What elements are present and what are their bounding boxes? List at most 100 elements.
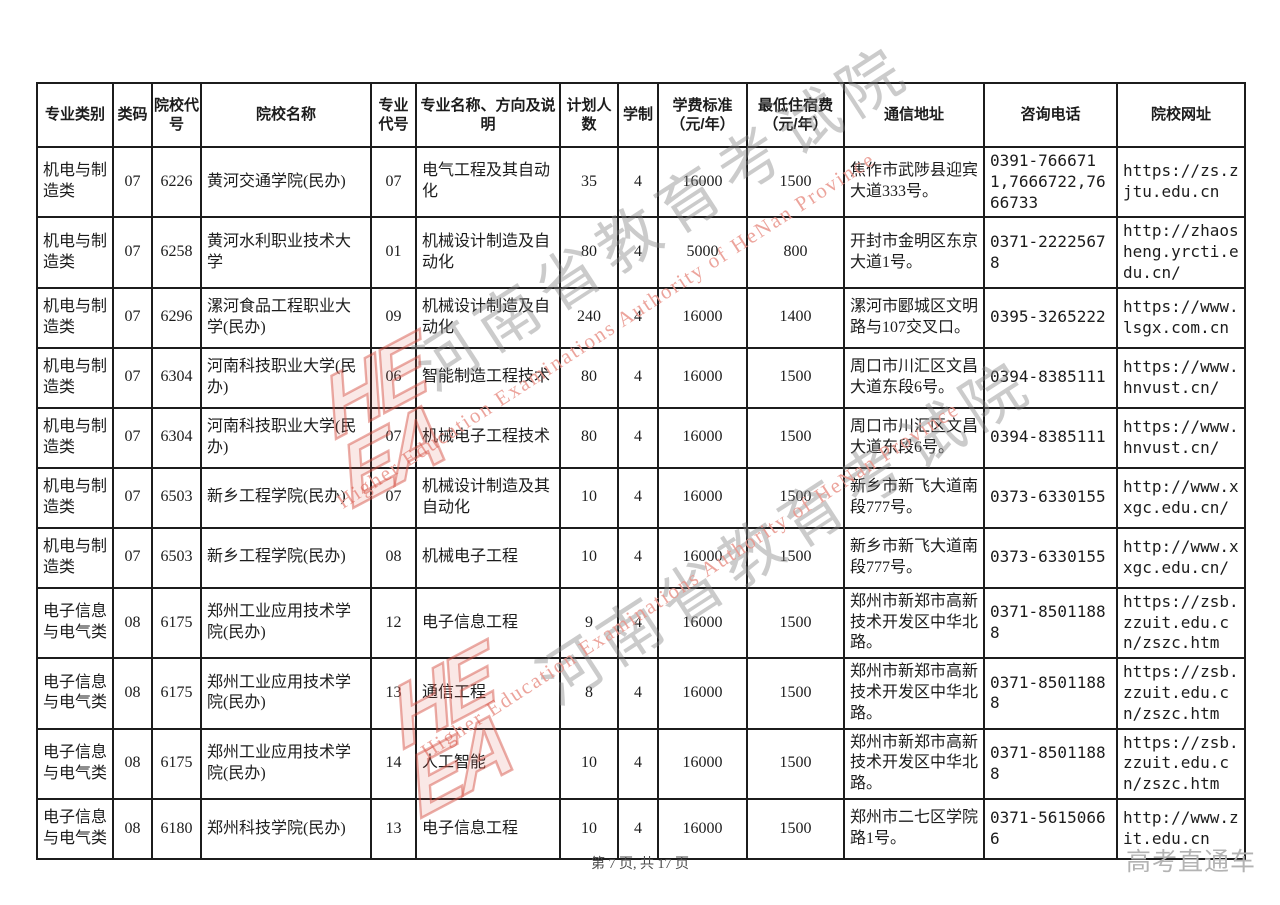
table-row: 电子信息与电气类 08 6175 郑州工业应用技术学院(民办) 12 电子信息工…: [36, 586, 1246, 660]
cell-school-name: 河南科技职业大学(民办): [200, 406, 372, 469]
page-number: 第 7 页, 共 17 页: [591, 857, 689, 872]
cell-category-code: 07: [112, 286, 153, 349]
cell-phone: 0373-6330155: [983, 466, 1118, 529]
col-header-years: 学制: [617, 82, 659, 148]
cell-years: 4: [617, 216, 659, 289]
cell-dorm-fee: 1500: [746, 145, 845, 219]
cell-school-name: 河南科技职业大学(民办): [200, 346, 372, 409]
col-header-category-code: 类码: [112, 82, 153, 148]
col-header-tuition: 学费标准（元/年）: [657, 82, 748, 148]
cell-plan-count: 240: [559, 286, 619, 349]
cell-dorm-fee: 1500: [746, 657, 845, 730]
cell-major-name: 机械电子工程: [415, 526, 561, 589]
table-row: 机电与制造类 07 6304 河南科技职业大学(民办) 06 智能制造工程技术 …: [36, 346, 1246, 409]
cell-website: http://www.xxgc.edu.cn/: [1116, 466, 1246, 529]
cell-school-code: 6175: [151, 727, 202, 800]
cell-tuition: 16000: [657, 466, 748, 529]
cell-major-code: 09: [370, 286, 417, 349]
cell-major-code: 13: [370, 797, 417, 860]
cell-tuition: 16000: [657, 346, 748, 409]
cell-school-code: 6304: [151, 346, 202, 409]
table-row: 机电与制造类 07 6258 黄河水利职业技术大学 01 机械设计制造及自动化 …: [36, 216, 1246, 289]
cell-plan-count: 80: [559, 406, 619, 469]
cell-school-name: 黄河交通学院(民办): [200, 145, 372, 219]
col-header-major-code: 专业代号: [370, 82, 417, 148]
cell-dorm-fee: 1500: [746, 466, 845, 529]
cell-category-code: 08: [112, 797, 153, 860]
cell-phone: 0394-8385111: [983, 346, 1118, 409]
cell-plan-count: 35: [559, 145, 619, 219]
cell-website: https://zsb.zzuit.edu.cn/zszc.htm: [1116, 657, 1246, 730]
cell-plan-count: 10: [559, 727, 619, 800]
cell-category: 机电与制造类: [36, 286, 114, 349]
cell-category: 电子信息与电气类: [36, 797, 114, 860]
cell-school-name: 新乡工程学院(民办): [200, 466, 372, 529]
cell-tuition: 16000: [657, 586, 748, 660]
cell-category: 机电与制造类: [36, 526, 114, 589]
cell-website: http://zhaosheng.yrcti.edu.cn/: [1116, 216, 1246, 289]
cell-tuition: 16000: [657, 657, 748, 730]
cell-years: 4: [617, 286, 659, 349]
cell-category-code: 08: [112, 657, 153, 730]
cell-phone: 0373-6330155: [983, 526, 1118, 589]
cell-major-name: 电气工程及其自动化: [415, 145, 561, 219]
cell-address: 周口市川汇区文昌大道东段6号。: [843, 346, 985, 409]
cell-tuition: 16000: [657, 526, 748, 589]
cell-major-name: 机械设计制造及其自动化: [415, 466, 561, 529]
cell-tuition: 16000: [657, 727, 748, 800]
cell-school-code: 6503: [151, 466, 202, 529]
col-header-website: 院校网址: [1116, 82, 1246, 148]
col-header-category: 专业类别: [36, 82, 114, 148]
cell-school-code: 6180: [151, 797, 202, 860]
cell-category: 机电与制造类: [36, 346, 114, 409]
cell-phone: 0371-85011888: [983, 657, 1118, 730]
cell-address: 郑州市二七区学院路1号。: [843, 797, 985, 860]
table-row: 电子信息与电气类 08 6180 郑州科技学院(民办) 13 电子信息工程 10…: [36, 797, 1246, 860]
cell-plan-count: 80: [559, 346, 619, 409]
cell-address: 郑州市新郑市高新技术开发区中华北路。: [843, 586, 985, 660]
cell-major-name: 电子信息工程: [415, 797, 561, 860]
cell-website: https://zs.zjtu.edu.cn: [1116, 145, 1246, 219]
table-row: 电子信息与电气类 08 6175 郑州工业应用技术学院(民办) 13 通信工程 …: [36, 657, 1246, 730]
cell-major-name: 电子信息工程: [415, 586, 561, 660]
cell-category: 机电与制造类: [36, 466, 114, 529]
cell-years: 4: [617, 657, 659, 730]
cell-tuition: 16000: [657, 145, 748, 219]
cell-major-code: 13: [370, 657, 417, 730]
cell-category-code: 07: [112, 346, 153, 409]
cell-major-code: 07: [370, 145, 417, 219]
cell-major-code: 12: [370, 586, 417, 660]
cell-phone: 0391-7666711,7666722,7666733: [983, 145, 1118, 219]
cell-plan-count: 10: [559, 526, 619, 589]
cell-website: http://www.xxgc.edu.cn/: [1116, 526, 1246, 589]
cell-plan-count: 10: [559, 466, 619, 529]
col-header-major-name: 专业名称、方向及说明: [415, 82, 561, 148]
cell-category-code: 07: [112, 145, 153, 219]
cell-category: 机电与制造类: [36, 216, 114, 289]
cell-major-name: 机械设计制造及自动化: [415, 286, 561, 349]
cell-school-code: 6175: [151, 586, 202, 660]
cell-school-code: 6304: [151, 406, 202, 469]
cell-dorm-fee: 1500: [746, 346, 845, 409]
admissions-plan-table: 专业类别 类码 院校代号 院校名称 专业代号 专业名称、方向及说明 计划人数 学…: [36, 82, 1246, 860]
cell-address: 新乡市新飞大道南段777号。: [843, 466, 985, 529]
cell-category-code: 08: [112, 586, 153, 660]
cell-phone: 0394-8385111: [983, 406, 1118, 469]
cell-school-name: 郑州科技学院(民办): [200, 797, 372, 860]
cell-dorm-fee: 1500: [746, 586, 845, 660]
cell-category: 电子信息与电气类: [36, 657, 114, 730]
cell-address: 郑州市新郑市高新技术开发区中华北路。: [843, 657, 985, 730]
cell-phone: 0395-3265222: [983, 286, 1118, 349]
cell-major-name: 人工智能: [415, 727, 561, 800]
table-row: 机电与制造类 07 6226 黄河交通学院(民办) 07 电气工程及其自动化 3…: [36, 145, 1246, 219]
cell-category-code: 07: [112, 466, 153, 529]
cell-years: 4: [617, 346, 659, 409]
col-header-plan-count: 计划人数: [559, 82, 619, 148]
cell-phone: 0371-56150666: [983, 797, 1118, 860]
cell-tuition: 16000: [657, 406, 748, 469]
cell-years: 4: [617, 466, 659, 529]
cell-dorm-fee: 1500: [746, 797, 845, 860]
col-header-phone: 咨询电话: [983, 82, 1118, 148]
cell-major-name: 机械设计制造及自动化: [415, 216, 561, 289]
cell-phone: 0371-85011888: [983, 586, 1118, 660]
